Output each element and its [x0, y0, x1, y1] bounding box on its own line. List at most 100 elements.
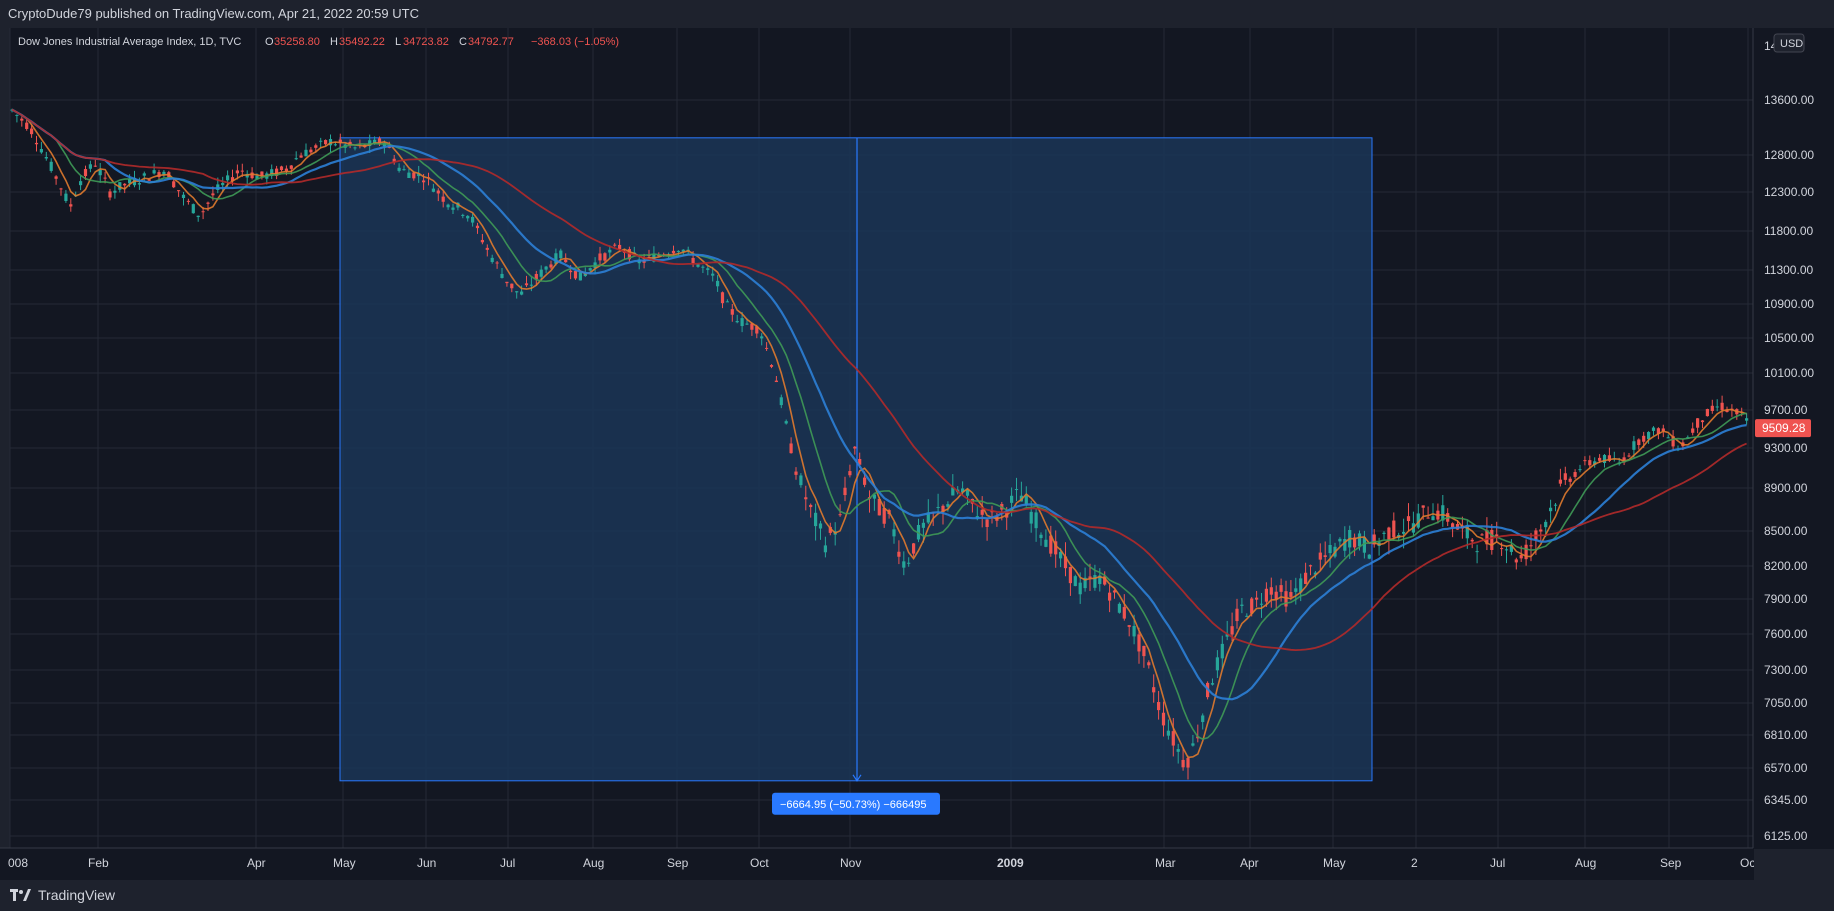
- candle-body: [578, 272, 582, 281]
- candle-body: [823, 545, 827, 553]
- candle-body: [1054, 541, 1058, 555]
- candle-body: [471, 216, 475, 223]
- candle-body: [1328, 545, 1332, 554]
- candle-body: [1725, 409, 1729, 412]
- legend-symbol: Dow Jones Industrial Average Index, 1D, …: [18, 36, 241, 48]
- candle-body: [1250, 598, 1254, 614]
- price-tick-label: 7300.00: [1764, 663, 1808, 677]
- candle-body: [1117, 603, 1121, 613]
- candle-body: [882, 508, 886, 524]
- candle-body: [39, 148, 43, 153]
- price-chart[interactable]: Dow Jones Industrial Average Index, 1D, …: [0, 28, 1834, 880]
- candle-body: [44, 156, 48, 159]
- candle-body: [1553, 504, 1558, 506]
- candle-body: [1593, 461, 1597, 465]
- time-tick-label: Feb: [88, 856, 109, 870]
- candle-body: [373, 139, 377, 145]
- candle-body: [34, 142, 39, 145]
- candle-body: [1406, 516, 1411, 522]
- currency-badge[interactable]: USD: [1773, 33, 1805, 53]
- candle-body: [436, 190, 440, 194]
- candle-body: [892, 529, 896, 537]
- candle-body: [1431, 516, 1435, 521]
- candle-body: [304, 149, 308, 157]
- candle-body: [456, 202, 460, 208]
- candle-body: [1215, 657, 1219, 671]
- candle-body: [1578, 469, 1582, 471]
- candle-body: [897, 551, 901, 557]
- candle-body: [1112, 590, 1117, 593]
- candle-body: [392, 158, 396, 163]
- candle-body: [1127, 625, 1131, 627]
- candle-body: [784, 421, 788, 424]
- candle-body: [1343, 539, 1347, 551]
- candle-body: [716, 280, 720, 287]
- candle-body: [926, 512, 930, 523]
- candle-body: [83, 169, 88, 177]
- candle-body: [1014, 489, 1019, 491]
- time-tick-label: Oct: [750, 856, 769, 870]
- price-axis[interactable]: 6125.00 6345.00 6570.00 6810.00 7050.00 7300.…: [1752, 28, 1834, 880]
- candle-body: [946, 504, 950, 507]
- candle-body: [1289, 592, 1293, 597]
- candle-body: [1049, 535, 1053, 554]
- candle-body: [1480, 534, 1484, 536]
- candle-body: [142, 173, 146, 176]
- legend-open-label: O: [265, 36, 274, 48]
- moving-average-line: [11, 108, 1747, 701]
- candle-body: [211, 193, 215, 196]
- time-axis[interactable]: 008 Feb Apr May Jun Jul Aug Sep Oct Nov 2009 Mar Apr…: [0, 847, 1834, 880]
- candle-body: [676, 250, 680, 252]
- candle-body: [965, 489, 970, 496]
- legend-high-label: H: [330, 36, 338, 48]
- price-tick-label: 11800.00: [1764, 224, 1813, 238]
- candle-body: [1078, 582, 1082, 595]
- candle-body: [1108, 592, 1112, 601]
- candle-body: [1465, 525, 1469, 539]
- candle-body: [1602, 454, 1607, 463]
- price-axis-bg: [1753, 28, 1834, 880]
- candle-body: [961, 488, 965, 493]
- candle-body: [279, 166, 284, 171]
- candle-body: [573, 270, 578, 279]
- candle-body: [711, 273, 715, 276]
- candle-body: [152, 170, 156, 174]
- time-tick-label: Sep: [1660, 856, 1682, 870]
- candle-body: [951, 487, 955, 496]
- price-tick-label: 6570.00: [1764, 761, 1808, 775]
- candle-body: [1142, 645, 1146, 657]
- candle-body: [30, 128, 34, 135]
- candle-body: [191, 204, 195, 214]
- candle-body: [1573, 472, 1577, 477]
- candle-body: [485, 247, 489, 250]
- candle-body: [1318, 552, 1322, 560]
- candle-body: [1392, 520, 1396, 538]
- candle-body: [319, 140, 323, 142]
- candle-body: [1240, 604, 1244, 606]
- measure-label-text: −6664.95 (−50.73%) −666495: [780, 799, 927, 811]
- candle-body: [1279, 585, 1283, 592]
- candle-body: [1157, 702, 1161, 711]
- candle-body: [69, 204, 73, 207]
- candle-body: [1651, 427, 1656, 431]
- candle-body: [240, 170, 244, 172]
- candle-body: [500, 273, 504, 278]
- candle-body: [221, 182, 225, 186]
- price-tick-label: 12800.00: [1764, 148, 1814, 162]
- candle-body: [451, 207, 455, 210]
- candle-body: [480, 239, 484, 243]
- candle-body: [338, 139, 342, 143]
- candle-body: [1039, 534, 1043, 539]
- candle-body: [1137, 634, 1141, 652]
- footer-brand[interactable]: TradingView: [10, 884, 115, 906]
- candle-body: [1259, 603, 1264, 605]
- candle-body: [725, 301, 729, 303]
- candle-body: [720, 292, 725, 304]
- publish-caption: CryptoDude79 published on TradingView.co…: [8, 6, 419, 21]
- candle-body: [88, 164, 92, 169]
- candle-body: [1720, 402, 1724, 410]
- candle-body: [1353, 537, 1357, 548]
- candle-body: [799, 475, 803, 486]
- candle-body: [1147, 662, 1151, 666]
- candle-body: [1230, 626, 1234, 635]
